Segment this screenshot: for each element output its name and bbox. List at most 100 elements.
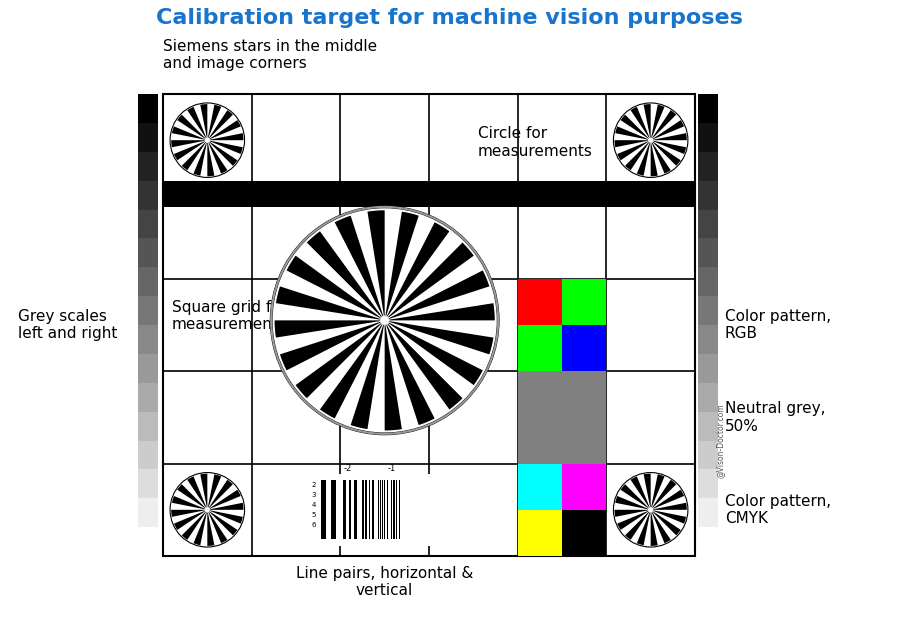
Circle shape — [205, 507, 210, 513]
Bar — [562, 464, 606, 510]
Wedge shape — [187, 477, 208, 510]
Wedge shape — [208, 489, 241, 510]
Wedge shape — [618, 140, 651, 160]
Circle shape — [271, 207, 498, 434]
Bar — [354, 480, 357, 539]
Text: 3: 3 — [312, 492, 316, 498]
Wedge shape — [182, 510, 208, 540]
Text: Calibration target for machine vision purposes: Calibration target for machine vision pu… — [156, 8, 743, 28]
Wedge shape — [193, 510, 208, 545]
Text: @Vison-Doctor.com: @Vison-Doctor.com — [716, 403, 725, 478]
Bar — [698, 412, 718, 440]
Circle shape — [380, 316, 389, 325]
Wedge shape — [651, 140, 686, 154]
Text: 5: 5 — [312, 512, 316, 518]
Wedge shape — [280, 320, 385, 370]
Wedge shape — [625, 140, 651, 170]
Wedge shape — [615, 140, 651, 147]
Bar — [138, 123, 158, 152]
Bar — [138, 383, 158, 412]
Wedge shape — [651, 489, 684, 510]
Bar — [138, 527, 158, 556]
Wedge shape — [651, 105, 664, 140]
Bar — [518, 371, 606, 464]
Wedge shape — [208, 480, 233, 510]
Wedge shape — [651, 510, 671, 543]
Wedge shape — [208, 503, 244, 510]
Wedge shape — [177, 484, 208, 510]
Wedge shape — [651, 510, 658, 546]
Text: Circle for
measurements: Circle for measurements — [477, 126, 592, 158]
Wedge shape — [615, 496, 651, 510]
Wedge shape — [644, 104, 651, 140]
Wedge shape — [208, 510, 214, 546]
Wedge shape — [351, 320, 385, 429]
Bar — [378, 480, 379, 539]
Wedge shape — [208, 140, 227, 174]
Bar — [518, 464, 562, 510]
Wedge shape — [172, 496, 208, 510]
Wedge shape — [171, 140, 208, 147]
Wedge shape — [385, 303, 494, 320]
Bar — [698, 383, 718, 412]
Circle shape — [648, 507, 654, 513]
Wedge shape — [651, 480, 676, 510]
Wedge shape — [182, 140, 208, 170]
Wedge shape — [368, 211, 385, 320]
Bar — [698, 94, 718, 123]
Bar — [372, 480, 374, 539]
Bar — [698, 238, 718, 267]
Wedge shape — [615, 510, 651, 517]
Wedge shape — [620, 484, 651, 510]
Wedge shape — [651, 140, 671, 174]
Text: Neutral grey,
50%: Neutral grey, 50% — [725, 401, 825, 433]
Wedge shape — [208, 105, 221, 140]
Bar — [385, 480, 386, 539]
Wedge shape — [193, 140, 208, 176]
Bar — [562, 279, 606, 325]
Wedge shape — [172, 126, 208, 140]
Wedge shape — [385, 320, 402, 430]
Bar — [163, 181, 695, 207]
Text: Line pairs, horizontal &
vertical: Line pairs, horizontal & vertical — [296, 566, 474, 598]
Wedge shape — [385, 320, 483, 385]
Wedge shape — [200, 474, 208, 510]
Wedge shape — [307, 231, 385, 320]
Bar — [518, 279, 562, 325]
Bar — [382, 480, 383, 539]
Wedge shape — [644, 474, 651, 510]
Wedge shape — [385, 270, 489, 320]
Wedge shape — [385, 320, 434, 425]
Wedge shape — [208, 475, 221, 510]
Bar — [698, 354, 718, 383]
Wedge shape — [651, 110, 676, 140]
Circle shape — [170, 103, 245, 178]
Wedge shape — [385, 243, 474, 320]
Wedge shape — [625, 510, 651, 540]
Bar — [698, 440, 718, 469]
Bar — [138, 412, 158, 440]
Wedge shape — [385, 320, 494, 354]
Bar — [365, 480, 367, 539]
Wedge shape — [174, 510, 208, 530]
Wedge shape — [287, 256, 385, 320]
Text: Siemens stars in the middle
and image corners: Siemens stars in the middle and image co… — [163, 39, 377, 71]
Bar — [318, 474, 451, 546]
Text: -1: -1 — [387, 464, 396, 473]
Wedge shape — [651, 510, 681, 535]
Wedge shape — [385, 320, 462, 410]
Wedge shape — [208, 140, 243, 154]
Bar — [562, 510, 606, 556]
Wedge shape — [636, 140, 651, 176]
Bar — [138, 469, 158, 498]
Wedge shape — [630, 107, 651, 140]
Bar — [698, 498, 718, 527]
Wedge shape — [651, 120, 684, 140]
Bar — [698, 152, 718, 180]
Wedge shape — [636, 510, 651, 545]
Wedge shape — [618, 510, 651, 530]
Wedge shape — [630, 477, 651, 510]
Bar — [518, 510, 562, 556]
Bar — [138, 267, 158, 296]
Bar — [138, 94, 158, 123]
